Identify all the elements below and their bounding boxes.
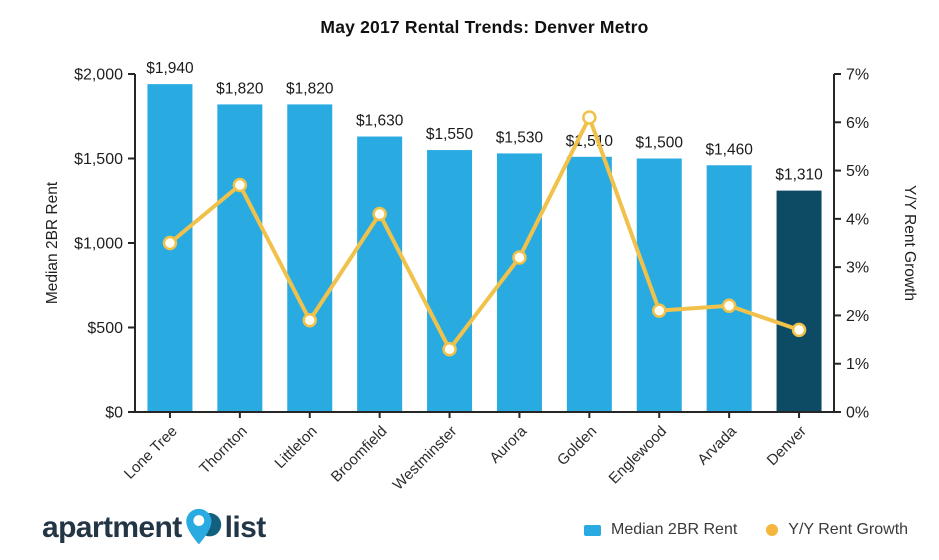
y-right-tick-label: 6%	[846, 115, 869, 132]
x-tick-label-broomfield: Broomfield	[328, 423, 391, 486]
growth-line	[167, 115, 802, 352]
y-right-tick-label: 2%	[846, 308, 869, 325]
y-right-tick-label: 3%	[846, 260, 869, 277]
y-left-tick-label: $2,000	[74, 67, 123, 84]
line-marker-arvada	[721, 298, 737, 314]
bar-golden	[566, 156, 612, 412]
line-marker-golden	[582, 110, 597, 125]
logo-text-list: list	[224, 510, 267, 544]
y-left-tick-label: $1,000	[74, 236, 123, 253]
bar-englewood	[636, 158, 682, 412]
y-right-tick-label: 0%	[846, 405, 869, 422]
line-marker-aurora	[512, 250, 527, 265]
y-axis-left-title: Median 2BR Rent	[44, 181, 61, 304]
x-tick-label-thornton: Thornton	[196, 423, 250, 477]
legend-swatch-bar	[584, 524, 601, 536]
x-tick-label-englewood: Englewood	[606, 423, 671, 488]
bar-thornton	[217, 104, 263, 413]
legend-swatch-line	[766, 524, 779, 536]
legend-item-median-rent: Median 2BR Rent	[584, 521, 737, 539]
line-marker-broomfield	[372, 206, 387, 222]
bar-littleton	[287, 104, 333, 413]
chart-title: May 2017 Rental Trends: Denver Metro	[320, 17, 649, 37]
line-marker-westminster	[442, 341, 457, 357]
apartmentlist-logo: apartment list	[42, 506, 266, 549]
bar-value-label: $1,500	[636, 135, 684, 152]
bar-value-label: $1,460	[705, 141, 753, 158]
x-tick-label-aurora: Aurora	[486, 422, 530, 466]
bar-broomfield	[357, 136, 403, 412]
y-right-tick-label: 5%	[846, 163, 869, 180]
x-tick-label-denver: Denver	[764, 423, 810, 469]
chart-plot: $1,940 $1,820 $1,820 $1,630 $1,550 $1,530 $1,5…	[44, 60, 918, 494]
legend-label-rent-growth: Y/Y Rent Growth	[788, 521, 909, 538]
bar-aurora	[496, 153, 542, 412]
line-marker-englewood	[652, 303, 667, 318]
x-tick-label-lone-tree: Lone Tree	[121, 423, 181, 483]
bar-value-label: $1,820	[286, 80, 334, 97]
pin-shape	[185, 508, 212, 545]
y-right-tick-label: 1%	[846, 356, 869, 373]
x-tick-label-westminster: Westminster	[390, 423, 461, 494]
x-tick-label-golden: Golden	[554, 423, 600, 469]
bar-denver	[776, 190, 822, 412]
x-tick-label-arvada: Arvada	[694, 422, 740, 468]
line-marker-littleton	[302, 313, 317, 328]
line-marker-thornton	[232, 177, 248, 193]
legend-label-median-rent: Median 2BR Rent	[611, 521, 738, 538]
line-marker-denver	[791, 322, 807, 338]
bar-value-label: $1,530	[496, 129, 544, 146]
map-pin-icon	[185, 508, 221, 545]
bar-value-label: $1,630	[356, 113, 404, 130]
bar-value-label: $1,550	[426, 126, 474, 143]
y-right-tick-label: 7%	[846, 67, 869, 84]
bar-value-label: $1,940	[146, 60, 194, 77]
chart-legend: Median 2BR Rent Y/Y Rent Growth	[584, 521, 908, 539]
bar-value-label: $1,310	[775, 167, 823, 184]
y-right-tick-label: 4%	[846, 211, 869, 228]
line-marker-lone-tree	[162, 235, 178, 251]
x-tick-label-littleton: Littleton	[271, 423, 320, 472]
bar-westminster	[427, 150, 473, 413]
y-axis-right-title: Y/Y Rent Growth	[901, 185, 918, 301]
legend-item-rent-growth: Y/Y Rent Growth	[766, 521, 908, 539]
pin-hole	[193, 515, 204, 526]
logo-text-apartment: apartment	[42, 510, 182, 544]
y-left-tick-label: $1,500	[74, 151, 123, 168]
y-left-tick-label: $500	[87, 320, 123, 337]
bar-value-label: $1,820	[216, 80, 264, 97]
y-left-tick-label: $0	[105, 405, 123, 422]
bar-arvada	[706, 165, 752, 412]
